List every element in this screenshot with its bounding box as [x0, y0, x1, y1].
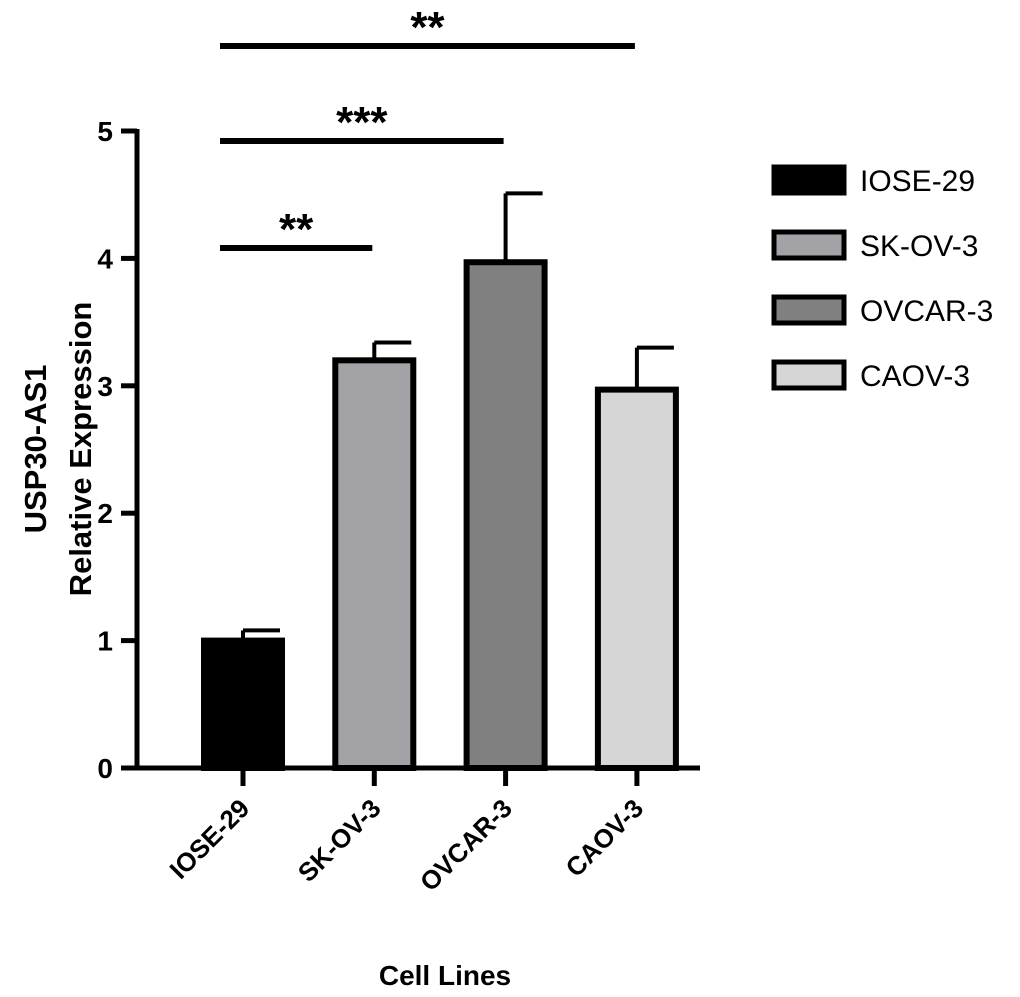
bar-iose-29: [201, 637, 285, 771]
bar-sk-ov-3: [332, 357, 417, 771]
significance-annotations: *******: [220, 3, 635, 254]
x-tick-label: IOSE-29: [164, 793, 256, 885]
bar-caov-3: [594, 386, 679, 771]
y-axis: 0 1 2 3 4 5: [97, 116, 140, 784]
x-axis-label: Cell Lines: [379, 960, 511, 991]
y-tick-label: 4: [97, 243, 113, 274]
y-axis-label-line1: USP30-AS1: [18, 365, 53, 534]
legend: IOSE-29 SK-OV-3 OVCAR-3 CAOV-3: [771, 164, 993, 393]
significance-stars: ***: [336, 98, 388, 147]
legend-label: SK-OV-3: [860, 230, 978, 263]
significance-stars: **: [279, 205, 314, 254]
y-tick-label: 2: [97, 498, 113, 529]
legend-label: CAOV-3: [860, 360, 970, 393]
y-tick-label: 1: [97, 626, 113, 657]
legend-label: IOSE-29: [860, 165, 975, 198]
x-tick-label: SK-OV-3: [292, 793, 387, 888]
bars: [201, 191, 679, 771]
legend-label: OVCAR-3: [860, 295, 993, 328]
y-axis-label-line2: Relative Expression: [63, 302, 98, 597]
significance-stars: **: [410, 3, 445, 52]
legend-swatch: [771, 164, 847, 196]
y-tick-label: 5: [97, 116, 113, 147]
x-tick-label: CAOV-3: [559, 793, 649, 883]
legend-swatch: [771, 294, 847, 326]
legend-swatch: [771, 229, 847, 261]
x-tick-label: OVCAR-3: [414, 793, 518, 897]
y-tick-label: 3: [97, 371, 113, 402]
y-tick-label: 0: [97, 753, 113, 784]
x-axis: IOSE-29 SK-OV-3 OVCAR-3 CAOV-3: [135, 765, 700, 897]
bar-ovcar-3: [463, 259, 548, 771]
legend-swatch: [771, 359, 847, 391]
